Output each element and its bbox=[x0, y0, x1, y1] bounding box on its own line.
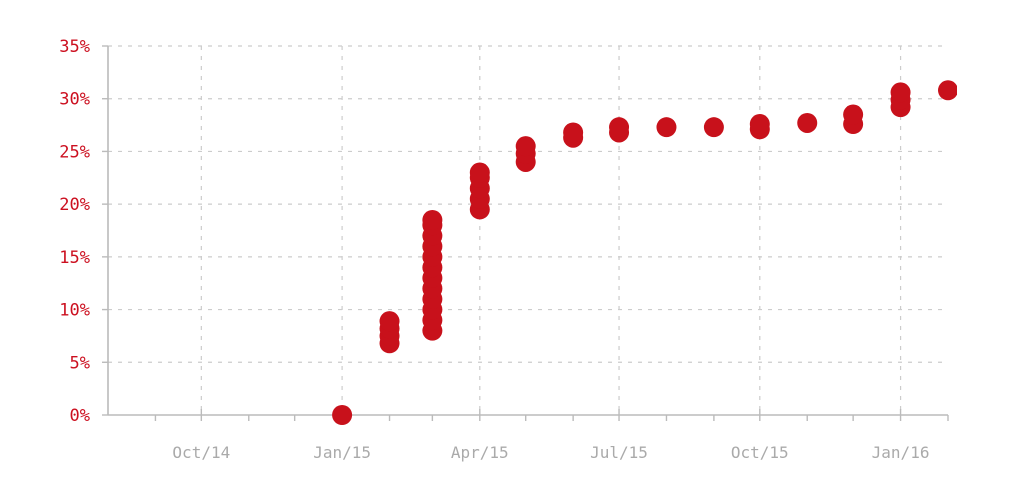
data-point bbox=[890, 82, 911, 103]
y-tick-label: 30% bbox=[59, 90, 90, 110]
y-axis-ticks: 0% 5% 10% 15% 20% 25% 30% 35% bbox=[59, 37, 108, 426]
data-point bbox=[563, 122, 584, 143]
y-tick-label: 15% bbox=[59, 248, 90, 268]
y-tick-label: 0% bbox=[70, 406, 90, 426]
y-tick-label: 10% bbox=[59, 301, 90, 321]
data-point bbox=[843, 104, 864, 125]
y-tick-label: 20% bbox=[59, 195, 90, 215]
data-point bbox=[609, 117, 630, 138]
x-axis-ticks: Oct/14 Jan/15 Apr/15 Jul/15 Oct/15 Jan/16 bbox=[154, 409, 949, 462]
data-point bbox=[332, 405, 353, 425]
axes bbox=[107, 46, 948, 416]
x-tick-label: Jul/15 bbox=[590, 443, 648, 462]
grid-lines bbox=[108, 45, 948, 415]
data-point bbox=[656, 117, 677, 138]
x-tick-label: Oct/14 bbox=[172, 443, 230, 462]
data-point bbox=[469, 162, 490, 183]
x-tick-label: Oct/15 bbox=[731, 443, 789, 462]
y-tick-label: 35% bbox=[59, 37, 90, 57]
y-tick-label: 25% bbox=[59, 142, 90, 162]
data-points bbox=[332, 80, 957, 425]
data-point bbox=[749, 114, 770, 135]
x-tick-label: Jan/16 bbox=[872, 443, 930, 462]
data-point bbox=[703, 117, 724, 138]
x-tick-label: Jan/15 bbox=[313, 443, 371, 462]
data-point bbox=[938, 80, 957, 101]
data-point bbox=[379, 311, 400, 332]
data-point bbox=[422, 209, 443, 230]
data-point bbox=[797, 112, 818, 133]
data-point bbox=[515, 136, 536, 157]
x-tick-label: Apr/15 bbox=[451, 443, 509, 462]
y-tick-label: 5% bbox=[70, 353, 90, 373]
